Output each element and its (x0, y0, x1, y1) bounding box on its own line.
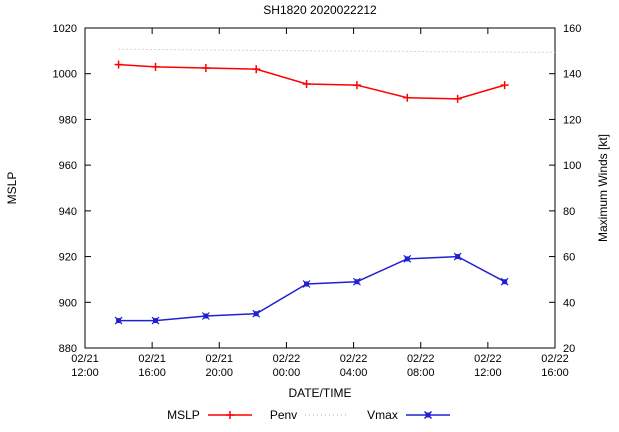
y-axis-label-left: MSLP (5, 171, 19, 205)
series-vmax (114, 252, 509, 325)
chart-title: SH1820 2020022212 (263, 3, 377, 17)
plot-border (84, 27, 556, 349)
x-tick-label-time: 12:00 (474, 367, 502, 379)
legend-label-penv: Penv (269, 408, 298, 422)
x-tick-label-time: 12:00 (71, 367, 99, 379)
y-left-tick-label: 980 (59, 114, 77, 126)
legend-item-penv: Penv (270, 408, 351, 422)
legend: MSLP Penv Vmax (0, 408, 619, 422)
x-tick-label-time: 00:00 (273, 367, 301, 379)
y-left-tick-label: 940 (59, 206, 77, 218)
x-axis-ticks: 02/21 12:00 02/21 16:00 02/21 20:00 02/22 00:00… (71, 28, 569, 379)
legend-item-vmax: Vmax (367, 408, 452, 422)
y-axis-label-right: Maximum Winds [kt] (596, 133, 610, 243)
legend-label-mslp: MSLP (167, 408, 200, 422)
y-right-tick-label: 140 (563, 69, 581, 81)
x-tick-label-date: 02/21 (206, 353, 234, 365)
x-tick-label-date: 02/22 (340, 353, 368, 365)
x-tick-label-time: 08:00 (407, 367, 435, 379)
y-left-tick-label: 900 (59, 297, 77, 309)
x-tick-label-date: 02/21 (138, 353, 166, 365)
y-right-tick-label: 80 (563, 206, 575, 218)
x-tick-label-date: 02/22 (273, 353, 301, 365)
x-tick-label-time: 16:00 (541, 367, 569, 379)
y-right-tick-label: 120 (563, 114, 581, 126)
y-right-tick-label: 20 (563, 343, 575, 355)
legend-sample-penv-line (305, 414, 350, 416)
y-right-tick-label: 100 (563, 160, 581, 172)
x-tick-label-time: 16:00 (138, 367, 166, 379)
y-right-tick-label: 160 (563, 23, 581, 35)
y-right-tick-label: 40 (563, 297, 575, 309)
x-tick-label-date: 02/22 (407, 353, 435, 365)
legend-item-mslp: MSLP (167, 408, 254, 422)
x-tick-label-time: 04:00 (340, 367, 368, 379)
y-left-tick-label: 920 (59, 252, 77, 264)
x-tick-label-date: 02/22 (541, 353, 569, 365)
x-axis-label: DATE/TIME (288, 386, 352, 400)
y-right-tick-label: 60 (563, 252, 575, 264)
y-left-tick-label: 960 (59, 160, 77, 172)
y-left-tick-label: 880 (59, 343, 77, 355)
x-tick-label-date: 02/21 (71, 353, 99, 365)
legend-label-vmax: Vmax (367, 408, 398, 422)
y-left-tick-label: 1020 (53, 23, 77, 35)
y-left-tick-label: 1000 (53, 69, 77, 81)
legend-sample-mslp-line (207, 411, 252, 419)
series-penv (118, 48, 556, 53)
x-tick-label-date: 02/22 (474, 353, 502, 365)
y-axis-left-ticks: 880 900 920 940 960 980 1000 1020 (53, 23, 91, 355)
series-mslp (114, 60, 509, 103)
y-axis-right-ticks: 20 40 60 80 100 120 140 160 (549, 23, 581, 355)
legend-sample-vmax-line (405, 410, 450, 420)
x-tick-label-time: 20:00 (206, 367, 234, 379)
